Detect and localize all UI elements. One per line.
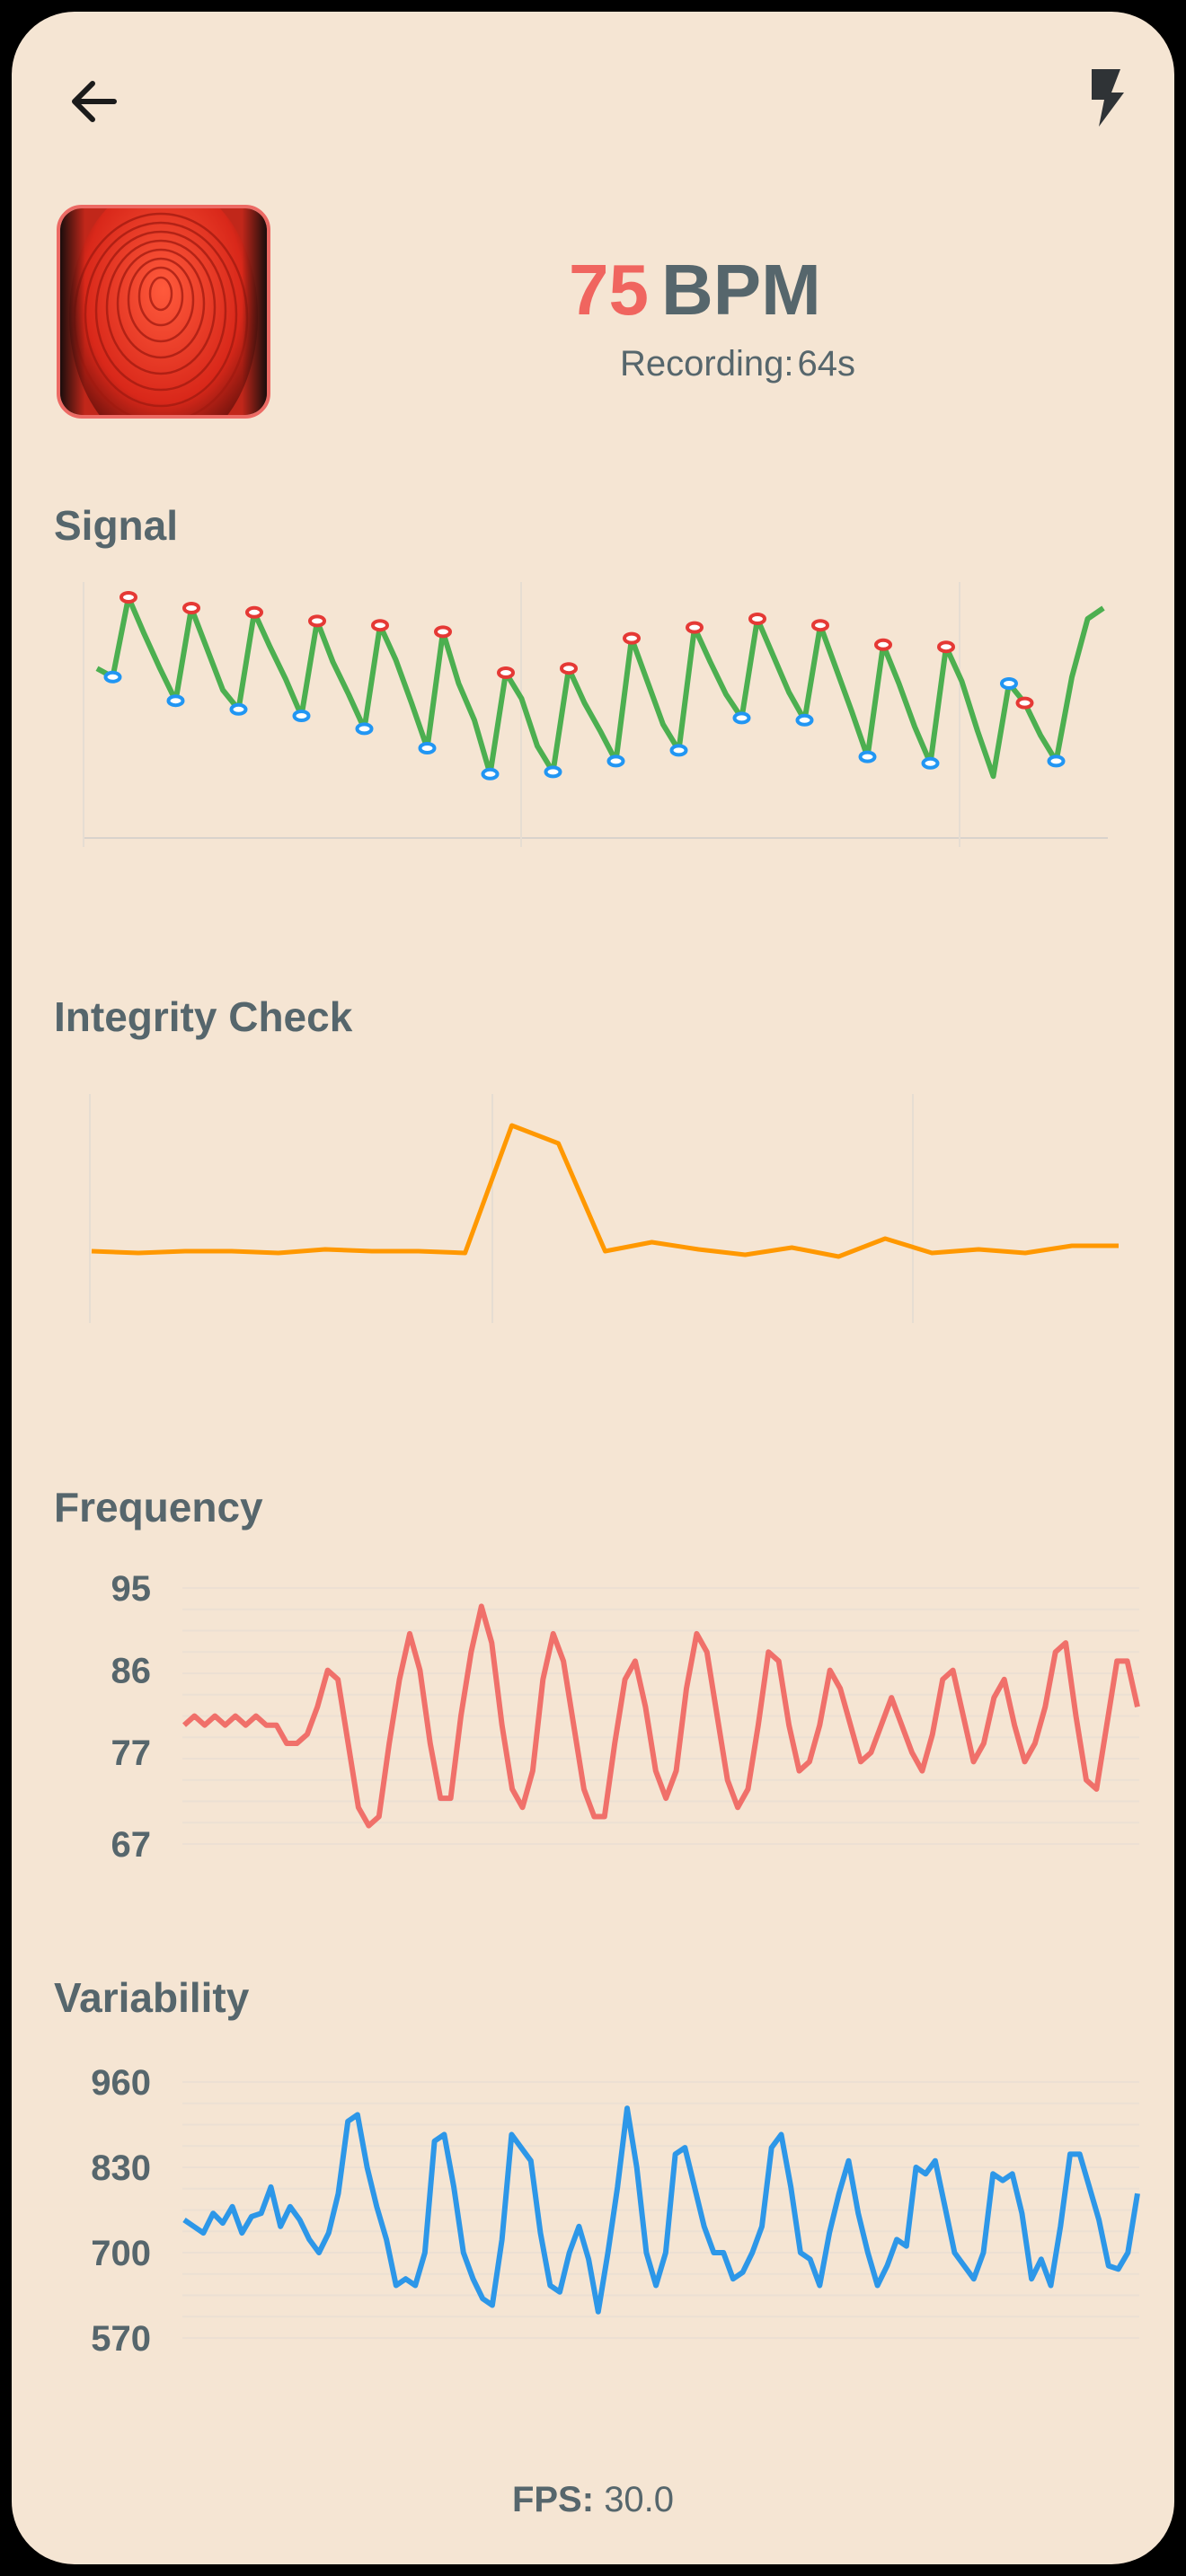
signal-peak-marker: [623, 631, 641, 645]
signal-trough-marker: [166, 694, 185, 708]
signal-trough-marker: [1000, 677, 1018, 690]
signal-trough-marker: [732, 711, 751, 725]
signal-trough-marker: [481, 767, 500, 781]
signal-peak-marker: [937, 640, 955, 654]
variability-y-tick-label: 830: [91, 2148, 151, 2188]
frequency-title: Frequency: [54, 1484, 263, 1531]
signal-peak-marker: [686, 621, 704, 634]
signal-peak-marker: [560, 662, 578, 675]
fingerprint-camera-preview: [60, 208, 267, 415]
recording-status: Recording: 64s: [513, 344, 962, 384]
signal-peak-marker: [308, 614, 326, 628]
signal-peak-marker: [497, 666, 515, 679]
signal-peak-marker: [119, 591, 137, 604]
integrity-check-title: Integrity Check: [54, 993, 353, 1040]
frequency-y-tick-label: 86: [111, 1652, 152, 1691]
signal-peak-marker: [748, 613, 766, 625]
variability-y-tick-label: 570: [91, 2319, 151, 2359]
signal-trough-marker: [669, 744, 688, 757]
fps-value: 30.0: [604, 2480, 675, 2519]
app-screen: 75 BPM Recording: 64s Signal Integrity Che…: [12, 12, 1174, 2564]
variability-y-tick-label: 960: [91, 2063, 151, 2103]
recording-label: Recording:: [620, 344, 794, 384]
variability-line: [182, 2105, 1140, 2315]
signal-peak-marker: [182, 602, 200, 614]
signal-peak-marker: [811, 619, 829, 632]
signal-peak-marker: [434, 625, 452, 639]
signal-trough-marker: [795, 713, 814, 727]
frequency-chart: 95 86 77 67: [111, 1569, 1140, 1865]
signal-line: [95, 595, 1105, 780]
fps-label: FPS:: [511, 2480, 595, 2519]
signal-trough-marker: [1047, 754, 1066, 768]
back-button[interactable]: [58, 66, 130, 137]
signal-peak-marker: [1015, 696, 1034, 710]
finger-camera-preview: [57, 205, 270, 419]
frequency-y-tick-label: 67: [111, 1825, 152, 1865]
variability-y-tick-label: 700: [91, 2234, 151, 2273]
flash-icon: [1092, 69, 1124, 127]
signal-trough-marker: [292, 710, 311, 722]
flash-toggle-button[interactable]: [1079, 62, 1133, 134]
frequency-y-tick-label: 77: [111, 1734, 152, 1773]
signal-peak-marker: [245, 605, 263, 619]
signal-trough-marker: [418, 742, 437, 754]
frequency-line: [181, 1603, 1140, 1829]
bpm-unit: BPM: [660, 250, 821, 330]
signal-trough-marker: [355, 722, 374, 736]
signal-trough-marker: [103, 670, 122, 684]
signal-title: Signal: [54, 502, 179, 549]
integrity-line: [91, 1123, 1119, 1259]
frequency-y-tick-label: 95: [111, 1569, 152, 1609]
signal-trough-marker: [229, 702, 248, 716]
integrity-check-chart: [89, 1094, 1119, 1323]
signal-peak-marker: [371, 619, 389, 632]
signal-chart: [83, 582, 1108, 847]
signal-trough-marker: [606, 754, 625, 768]
fps-indicator: FPS: 30.0: [12, 2480, 1174, 2520]
variability-chart: 960 830 700 570: [91, 2063, 1140, 2359]
signal-peak-marker: [874, 638, 892, 651]
bpm-value: 75: [569, 250, 649, 330]
arrow-left-icon: [72, 81, 117, 122]
signal-trough-marker: [921, 756, 940, 770]
heart-rate-display: 75 BPM: [569, 250, 821, 331]
variability-title: Variability: [54, 1974, 250, 2021]
signal-trough-marker: [858, 750, 877, 763]
signal-trough-marker: [544, 765, 562, 779]
recording-duration: 64s: [797, 344, 855, 384]
